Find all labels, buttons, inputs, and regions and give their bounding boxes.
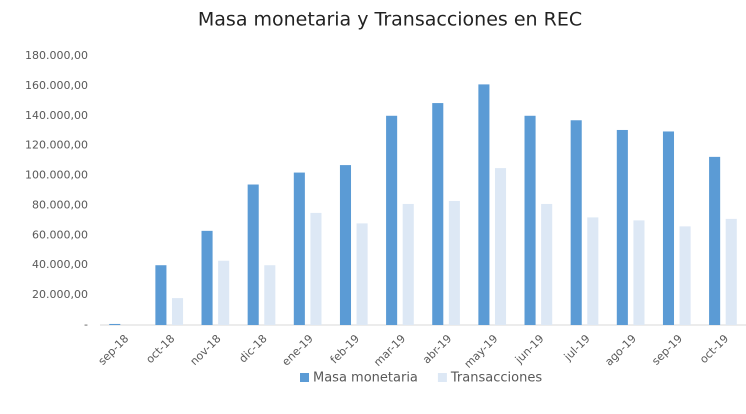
legend-swatch — [300, 373, 309, 382]
x-tick-label: abr-19 — [420, 332, 454, 366]
bar — [709, 156, 721, 325]
y-tick-label: 180.000,00 — [25, 49, 88, 62]
bar — [264, 265, 276, 325]
bar — [616, 129, 628, 325]
bar — [448, 200, 460, 325]
legend-label: Transacciones — [450, 371, 542, 386]
y-tick-label: 20.000,00 — [32, 288, 88, 301]
bar — [339, 165, 352, 325]
x-tick-label: sep-19 — [649, 332, 685, 368]
y-tick-label: 80.000,00 — [32, 198, 88, 211]
bar — [587, 217, 599, 325]
bar — [633, 220, 645, 325]
bar — [386, 115, 398, 326]
bar — [478, 84, 490, 326]
y-tick-label: 160.000,00 — [25, 79, 88, 92]
bar — [432, 103, 444, 325]
bar — [356, 223, 368, 325]
x-tick-label: feb-19 — [328, 332, 362, 366]
bar — [293, 172, 305, 325]
bar — [155, 265, 167, 325]
x-tick-label: may-19 — [462, 332, 501, 371]
bar — [541, 203, 553, 325]
y-tick-label: 40.000,00 — [32, 258, 88, 271]
legend-swatch — [437, 373, 447, 382]
x-tick-label: ago-19 — [602, 332, 639, 369]
bar — [402, 203, 414, 325]
bar — [247, 184, 259, 325]
x-tick-label: dic-18 — [236, 332, 269, 365]
bar — [570, 120, 582, 325]
x-tick-label: ene-19 — [279, 332, 315, 368]
y-tick-label: 60.000,00 — [32, 228, 88, 241]
y-tick-label: 120.000,00 — [25, 139, 88, 152]
x-tick-label: jul-19 — [561, 332, 593, 364]
bar — [494, 168, 507, 325]
bar — [310, 212, 322, 325]
x-tick-label: oct-18 — [143, 332, 177, 366]
x-tick-label: sep-18 — [96, 332, 132, 368]
y-tick-label: 100.000,00 — [25, 169, 88, 182]
x-tick-label: nov-18 — [188, 332, 224, 368]
bar — [725, 218, 737, 325]
bar — [171, 298, 184, 325]
x-tick-label: jun-19 — [512, 332, 547, 367]
bar — [679, 226, 691, 325]
x-tick-label: oct-19 — [697, 332, 731, 366]
y-tick-label: - — [84, 318, 88, 331]
bar — [524, 115, 536, 326]
bar — [662, 131, 675, 325]
legend-label: Masa monetaria — [313, 371, 418, 386]
bar — [201, 230, 213, 325]
bar — [218, 260, 230, 325]
y-tick-label: 140.000,00 — [25, 109, 88, 122]
chart-title: Masa monetaria y Transacciones en REC — [198, 9, 582, 31]
bar — [109, 323, 121, 325]
x-tick-label: mar-19 — [371, 332, 408, 369]
